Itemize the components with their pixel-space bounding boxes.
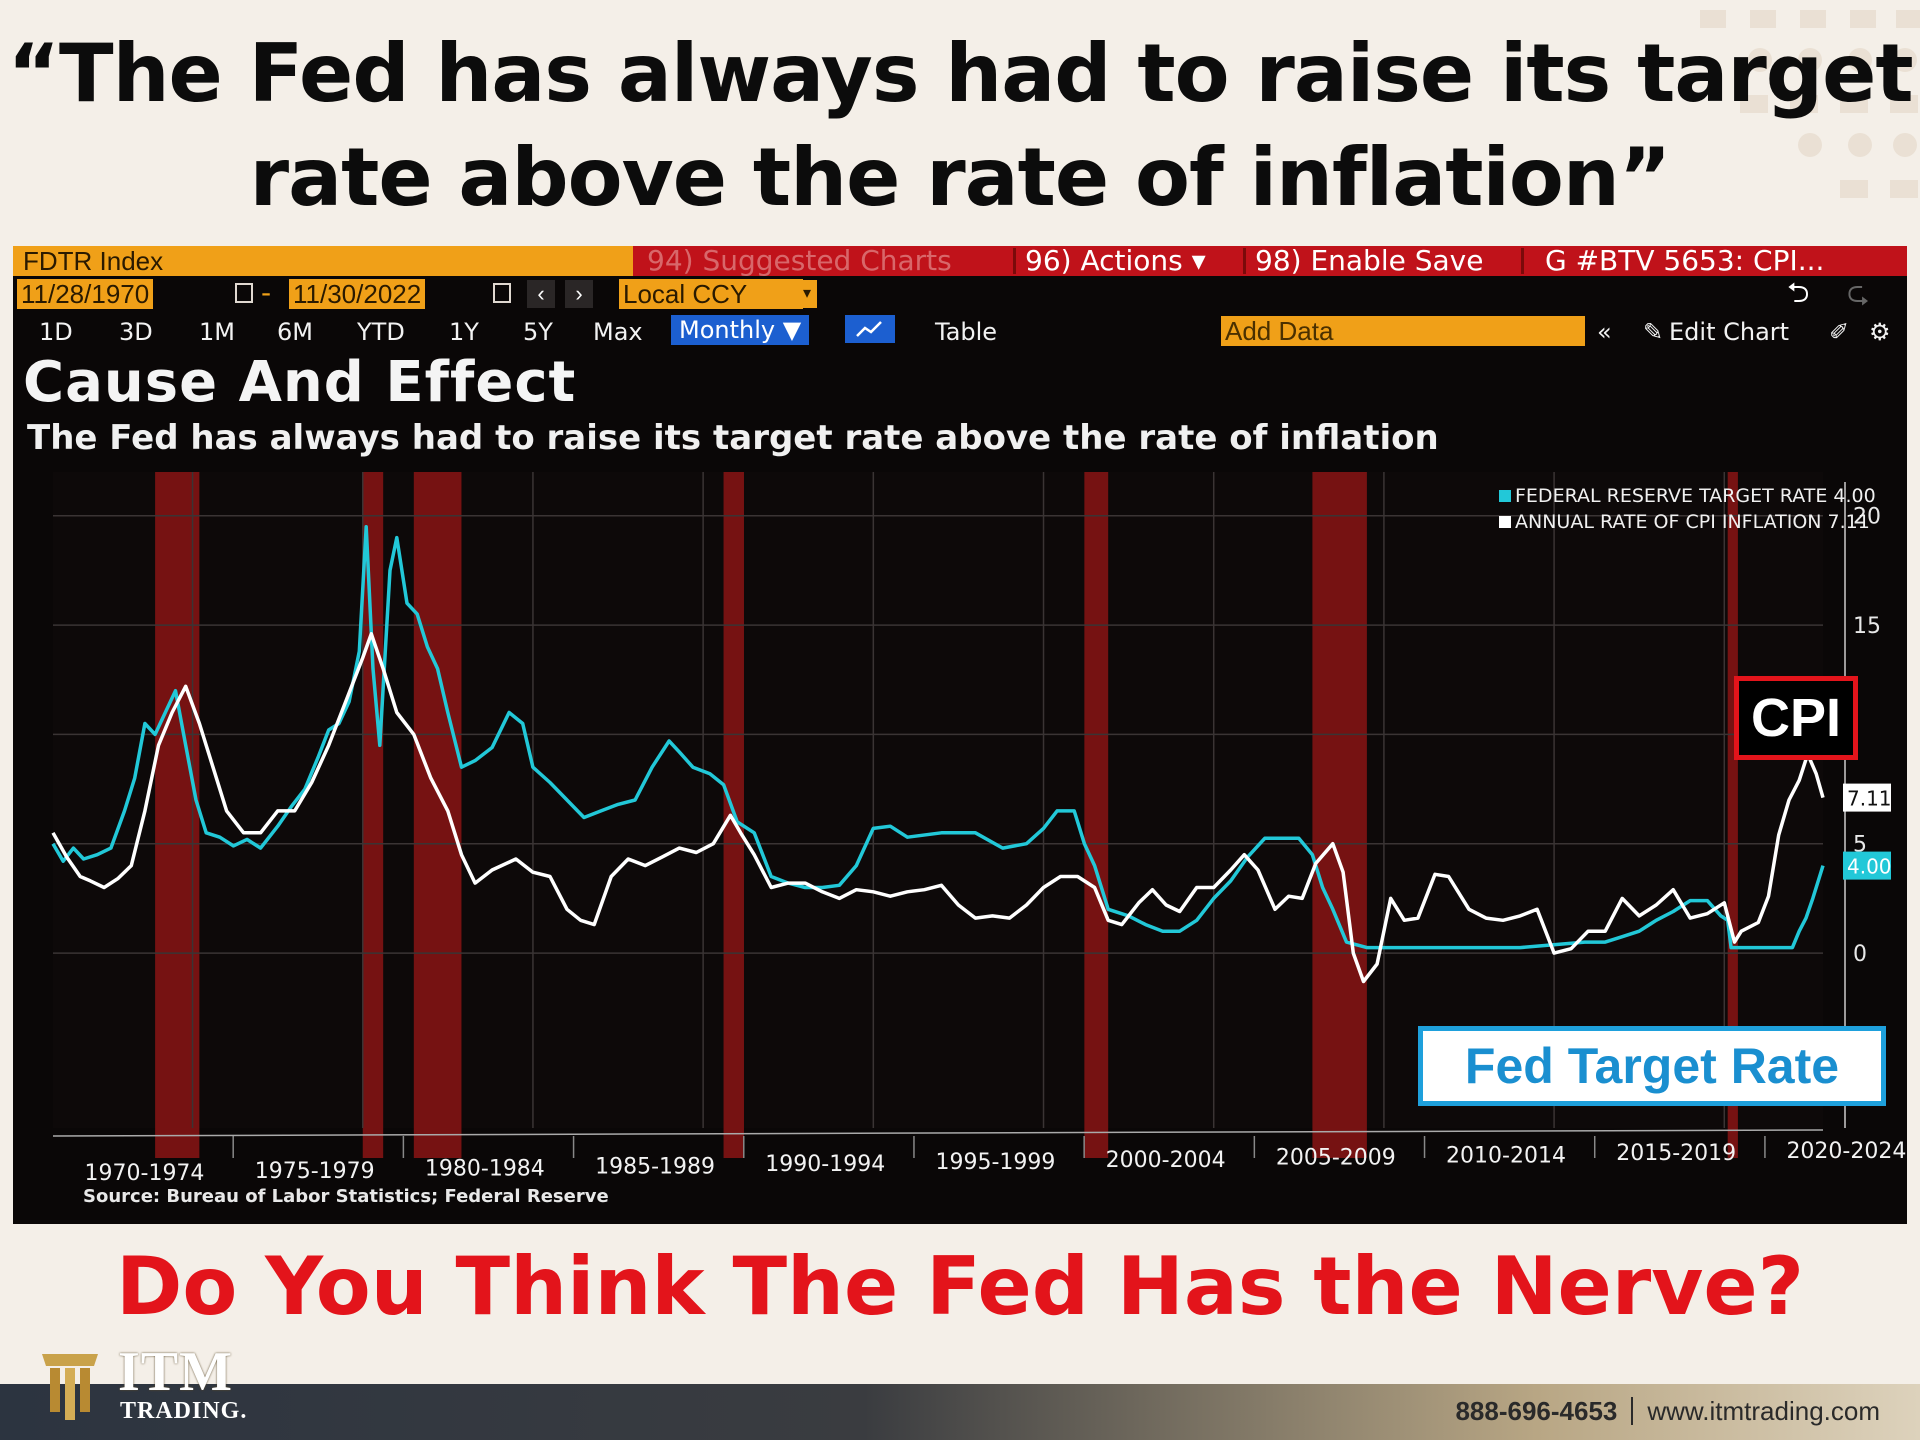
x-tick-label: 1995-1999 <box>935 1150 1055 1175</box>
legend-swatch-fed <box>1499 490 1511 502</box>
series-line-fed <box>51 524 1825 950</box>
recession-band <box>1727 472 1738 1158</box>
x-tick-label: 1975-1979 <box>255 1159 375 1184</box>
menu-suggested-charts[interactable]: 94) Suggested Charts <box>647 246 952 277</box>
chevron-down-icon[interactable]: ▾ <box>797 280 817 308</box>
brand-name: ITM <box>118 1341 233 1403</box>
recession-band <box>362 472 384 1158</box>
website-link[interactable]: www.itmtrading.com <box>1647 1396 1880 1426</box>
menu-enable-save[interactable]: 98) Enable Save <box>1255 246 1484 277</box>
legend-swatch-cpi <box>1499 516 1511 528</box>
range-1y[interactable]: 1Y <box>449 318 479 346</box>
x-axis-line <box>52 1129 1824 1137</box>
y-tick-label: 15 <box>1853 614 1881 639</box>
cpi-callout: CPI <box>1734 676 1858 760</box>
menu-separator <box>1521 248 1524 274</box>
headline-quote: “The Fed has always had to raise its tar… <box>0 22 1920 230</box>
chart-title: Cause And Effect <box>23 350 577 415</box>
x-tick-label: 2005-2009 <box>1276 1146 1396 1171</box>
phone-number[interactable]: 888-696-4653 <box>1455 1396 1618 1426</box>
x-tick-label: 1985-1989 <box>595 1154 715 1179</box>
date-bar: 11/28/1970 - 11/30/2022 ‹ › Local CCY ▾ … <box>13 276 1907 312</box>
x-tick-label: 1980-1984 <box>425 1157 545 1182</box>
line-chart: 0 5 15 20 7.11 4.00 FEDERAL RESERVE TARGET RAT… <box>51 472 1906 1207</box>
recession-band <box>413 472 462 1158</box>
currency-select[interactable]: Local CCY <box>619 279 803 309</box>
source-note: Source: Bureau of Labor Statistics; Fede… <box>83 1186 609 1207</box>
series-line-cpi <box>51 632 1825 984</box>
y-tick-label: 20 <box>1853 505 1881 530</box>
collapse-icon[interactable]: « <box>1597 318 1612 346</box>
range-ytd[interactable]: YTD <box>357 318 405 346</box>
terminal-top-bar: FDTR Index 94) Suggested Charts 96) Acti… <box>13 246 1907 276</box>
decorative-pattern <box>1700 10 1920 198</box>
terminal-screen: FDTR Index 94) Suggested Charts 96) Acti… <box>13 246 1907 1224</box>
range-1d[interactable]: 1D <box>39 318 73 346</box>
bottom-question: Do You Think The Fed Has the Nerve? <box>115 1240 1805 1333</box>
fed-target-rate-callout: Fed Target Rate <box>1418 1026 1886 1106</box>
last-value-label-fed: 4.00 <box>1847 855 1892 879</box>
itm-logo-icon <box>42 1354 98 1420</box>
line-chart-icon[interactable] <box>845 315 895 343</box>
x-tick-label: 2020-2024 <box>1786 1139 1906 1164</box>
y-tick-label: 0 <box>1853 942 1867 967</box>
menu-actions[interactable]: 96) Actions ▾ <box>1025 246 1206 277</box>
divider <box>1631 1397 1634 1425</box>
x-tick-label: 2000-2004 <box>1106 1148 1226 1173</box>
menu-separator <box>1243 248 1246 274</box>
table-button[interactable]: Table <box>935 318 998 346</box>
last-value-label-cpi: 7.11 <box>1847 787 1892 811</box>
undo-icon[interactable]: ⮌ <box>1787 276 1810 309</box>
contact-info: 888-696-4653 www.itmtrading.com <box>1455 1396 1880 1427</box>
range-1m[interactable]: 1M <box>199 318 235 346</box>
chart-subtitle: The Fed has always had to raise its targ… <box>27 418 1439 458</box>
range-max[interactable]: Max <box>593 318 643 346</box>
last-value-tag-fed <box>1843 851 1891 880</box>
annotate-icon[interactable]: ✐ <box>1829 318 1850 346</box>
add-data-input[interactable]: Add Data <box>1221 316 1585 346</box>
headline-line-1: “The Fed has always had to raise its tar… <box>7 27 1913 120</box>
legend-entry-cpi: ANNUAL RATE OF CPI INFLATION 7.11 <box>1515 511 1870 533</box>
x-tick-label: 2010-2014 <box>1446 1143 1566 1168</box>
gear-icon[interactable]: ⚙ <box>1869 318 1891 346</box>
recession-band <box>1312 472 1367 1158</box>
index-label: FDTR Index <box>13 246 633 276</box>
x-tick-label: 2015-2019 <box>1616 1141 1736 1166</box>
redo-icon[interactable]: ⮎ <box>1847 276 1870 309</box>
pencil-icon[interactable]: ✎ <box>1643 318 1664 346</box>
last-value-tag-cpi <box>1843 783 1891 812</box>
menu-separator <box>1013 248 1016 274</box>
range-6m[interactable]: 6M <box>277 318 313 346</box>
headline-line-2: rate above the rate of inflation” <box>249 131 1672 224</box>
frequency-select[interactable]: Monthly ▼ <box>671 315 810 345</box>
footer-bar <box>0 1384 1920 1440</box>
date-start-field[interactable]: 11/28/1970 <box>17 279 154 309</box>
date-dash: - <box>261 276 272 309</box>
y-tick-label: 5 <box>1853 833 1867 858</box>
x-tick-label: 1990-1994 <box>765 1152 885 1177</box>
date-end-field[interactable]: 11/30/2022 <box>289 279 426 309</box>
brand-subname: TRADING. <box>120 1398 248 1424</box>
menu-ticket[interactable]: G #BTV 5653: CPI... <box>1545 246 1825 277</box>
x-tick-label: 1970-1974 <box>85 1161 205 1186</box>
range-5y[interactable]: 5Y <box>523 318 553 346</box>
range-selector: 1D 3D 1M 6M YTD 1Y 5Y Max Monthly ▼ Tabl… <box>13 312 1907 352</box>
calendar-icon[interactable] <box>493 283 511 303</box>
plot-area <box>53 472 1823 1128</box>
prev-arrow-icon[interactable]: ‹ <box>527 280 555 308</box>
range-3d[interactable]: 3D <box>119 318 153 346</box>
edit-chart-button[interactable]: Edit Chart <box>1669 318 1790 346</box>
next-arrow-icon[interactable]: › <box>565 280 593 308</box>
legend-entry-fed: FEDERAL RESERVE TARGET RATE 4.00 <box>1515 485 1876 507</box>
calendar-icon[interactable] <box>235 283 253 303</box>
recession-band <box>1084 472 1109 1158</box>
